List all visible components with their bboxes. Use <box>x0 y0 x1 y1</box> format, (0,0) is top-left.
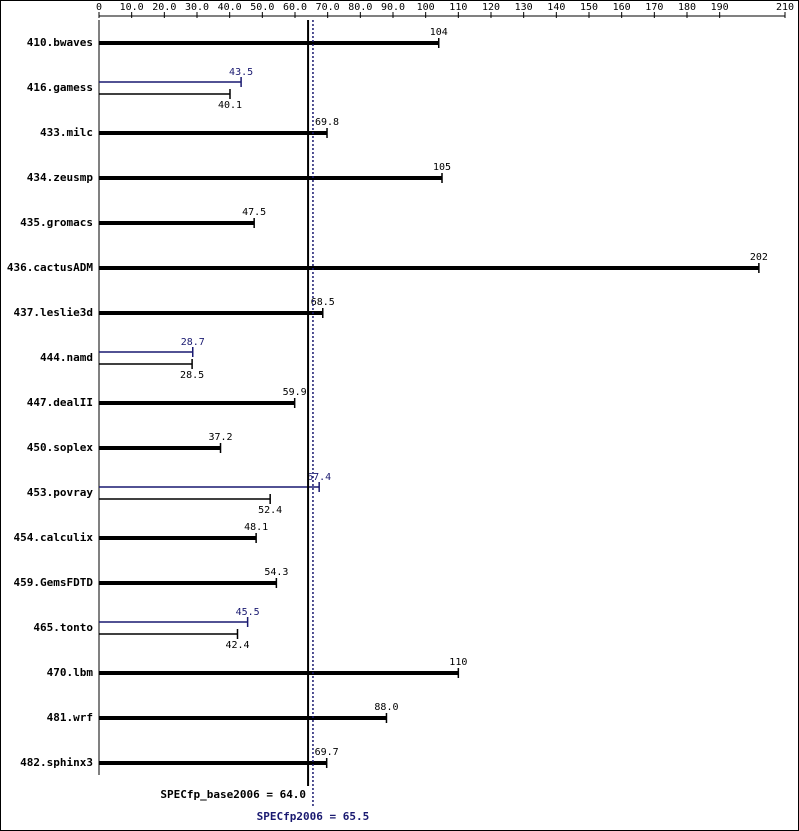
x-tick-label: 40.0 <box>218 2 242 13</box>
x-tick-label: 70.0 <box>316 2 340 13</box>
category-label: 470.lbm <box>47 666 94 679</box>
category-label: 482.sphinx3 <box>20 756 93 769</box>
value-label: 54.3 <box>264 567 288 578</box>
category-label: 437.leslie3d <box>14 306 93 319</box>
value-label: 59.9 <box>283 387 307 398</box>
x-tick-label: 150 <box>580 2 598 13</box>
value-label: 104 <box>430 27 448 38</box>
category-label: 450.soplex <box>27 441 94 454</box>
value-label: 45.5 <box>236 607 260 618</box>
x-tick-label: 10.0 <box>120 2 144 13</box>
x-tick-label: 160 <box>613 2 631 13</box>
value-label: 40.1 <box>218 100 242 111</box>
value-label: 88.0 <box>374 702 398 713</box>
reference-label: SPECfp2006 = 65.5 <box>257 810 370 823</box>
x-tick-label: 90.0 <box>381 2 405 13</box>
value-label: 42.4 <box>225 640 249 651</box>
category-label: 444.namd <box>40 351 93 364</box>
x-tick-label: 60.0 <box>283 2 307 13</box>
category-label: 454.calculix <box>14 531 94 544</box>
category-label: 435.gromacs <box>20 216 93 229</box>
value-label: 37.2 <box>208 432 232 443</box>
value-label: 48.1 <box>244 522 268 533</box>
x-tick-label: 100 <box>417 2 435 13</box>
x-tick-label: 20.0 <box>152 2 176 13</box>
category-label: 436.cactusADM <box>7 261 93 274</box>
category-label: 434.zeusmp <box>27 171 94 184</box>
value-label: 28.7 <box>181 337 205 348</box>
category-label: 465.tonto <box>33 621 93 634</box>
value-label: 43.5 <box>229 67 253 78</box>
category-label: 481.wrf <box>47 711 93 724</box>
category-label: 459.GemsFDTD <box>14 576 94 589</box>
x-tick-label: 140 <box>547 2 565 13</box>
x-tick-label: 210 <box>776 2 794 13</box>
category-label: 453.povray <box>27 486 94 499</box>
reference-label: SPECfp_base2006 = 64.0 <box>160 788 306 801</box>
value-label: 47.5 <box>242 207 266 218</box>
value-label: 68.5 <box>311 297 335 308</box>
value-label: 202 <box>750 252 768 263</box>
value-label: 110 <box>449 657 467 668</box>
value-label: 52.4 <box>258 505 282 516</box>
x-tick-label: 30.0 <box>185 2 209 13</box>
value-label: 69.7 <box>315 747 339 758</box>
x-tick-label: 80.0 <box>348 2 372 13</box>
x-tick-label: 180 <box>678 2 696 13</box>
x-tick-label: 130 <box>515 2 533 13</box>
category-label: 410.bwaves <box>27 36 93 49</box>
category-label: 447.dealII <box>27 396 93 409</box>
x-tick-label: 0 <box>96 2 102 13</box>
x-tick-label: 120 <box>482 2 500 13</box>
value-label: 105 <box>433 162 451 173</box>
x-tick-label: 190 <box>711 2 729 13</box>
x-tick-label: 170 <box>645 2 663 13</box>
category-label: 433.milc <box>40 126 93 139</box>
value-label: 69.8 <box>315 117 339 128</box>
x-tick-label: 50.0 <box>250 2 274 13</box>
value-label: 67.4 <box>307 472 331 483</box>
value-label: 28.5 <box>180 370 204 381</box>
category-label: 416.gamess <box>27 81 93 94</box>
x-tick-label: 110 <box>449 2 467 13</box>
